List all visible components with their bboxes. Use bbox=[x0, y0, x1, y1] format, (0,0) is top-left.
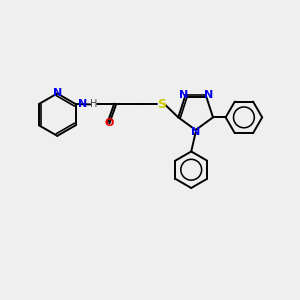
Text: N: N bbox=[203, 90, 213, 100]
Text: O: O bbox=[105, 118, 114, 128]
Text: N: N bbox=[78, 99, 87, 110]
Text: N: N bbox=[52, 88, 62, 98]
Text: N: N bbox=[178, 90, 188, 100]
Text: S: S bbox=[157, 98, 166, 111]
Text: H: H bbox=[90, 99, 98, 110]
Text: N: N bbox=[191, 127, 200, 137]
